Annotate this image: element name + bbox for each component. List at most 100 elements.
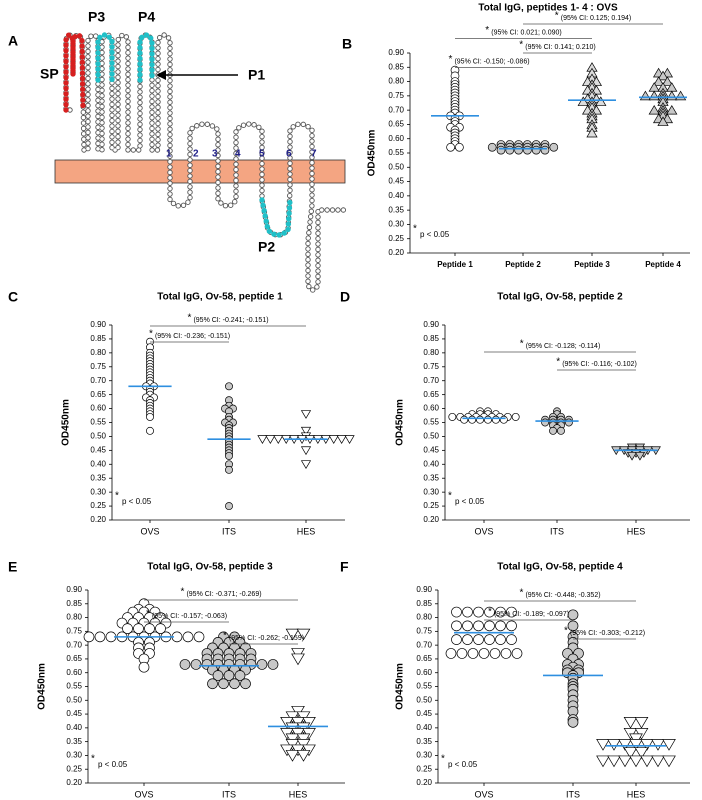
- data-point: [133, 623, 144, 634]
- segment-number: 6: [286, 149, 292, 160]
- data-point: [618, 755, 632, 768]
- segment-number: 1: [166, 149, 172, 160]
- y-tick-label: 0.35: [66, 737, 82, 746]
- chain: [63, 32, 348, 293]
- y-tick-label: 0.20: [416, 778, 432, 787]
- y-tick-label: 0.30: [423, 487, 439, 496]
- data-point: [495, 634, 506, 645]
- y-tick-label: 0.55: [90, 418, 106, 427]
- data-point: [267, 659, 279, 670]
- data-point: [661, 76, 674, 86]
- y-tick-label: 0.60: [423, 404, 439, 413]
- data-point: [626, 451, 638, 461]
- y-tick-label: 0.20: [90, 515, 106, 524]
- segment-number: 4: [235, 149, 241, 160]
- x-tick-label: HES: [627, 526, 646, 536]
- y-tick-label: 0.55: [66, 682, 82, 691]
- data-point: [265, 435, 276, 444]
- data-point: [491, 415, 500, 424]
- data-point: [505, 145, 515, 155]
- chart-title: Total IgG, Ov-58, peptide 2: [497, 292, 623, 303]
- data-point: [468, 415, 477, 424]
- y-tick-label: 0.25: [388, 234, 404, 243]
- significance-star: *: [519, 40, 523, 51]
- comparison-label: (95% CI: -0.448; -0.352): [525, 592, 600, 599]
- data-point: [484, 620, 495, 632]
- data-point: [540, 145, 550, 155]
- y-tick-label: 0.30: [90, 487, 106, 496]
- segment-number: 3: [212, 149, 218, 160]
- data-point: [639, 90, 652, 101]
- segment-number: 5: [259, 149, 265, 160]
- data-point: [455, 142, 464, 152]
- x-tick-label: OVS: [474, 526, 493, 536]
- data-point: [462, 606, 473, 618]
- comparison-label: (95% CI: 0.125; 0.194): [561, 15, 631, 22]
- y-tick-label: 0.40: [423, 459, 439, 468]
- data-point: [451, 606, 462, 618]
- data-point: [451, 634, 462, 645]
- y-tick-label: 0.90: [423, 320, 439, 329]
- data-point: [499, 415, 508, 424]
- data-point: [257, 435, 268, 444]
- x-tick-label: HES: [297, 526, 316, 536]
- y-tick-label: 0.20: [66, 778, 82, 787]
- y-tick-label: 0.70: [416, 640, 432, 649]
- x-tick-label: Peptide 4: [645, 260, 681, 269]
- protein-topology-diagram: A SP P3 P4 P1 P2 1 2 3 4 5 6 7: [8, 9, 348, 293]
- x-tick-label: ITS: [222, 526, 236, 536]
- data-point: [225, 382, 233, 391]
- y-tick-label: 0.60: [416, 668, 432, 677]
- y-tick-label: 0.45: [416, 709, 432, 718]
- signal-peptide: [63, 32, 86, 113]
- data-point: [446, 142, 455, 152]
- comparison-label: (95% CI: -0.262; -0.159): [229, 635, 304, 642]
- data-point: [596, 755, 610, 768]
- label: P2: [258, 239, 275, 255]
- data-point: [225, 502, 233, 511]
- data-point: [146, 412, 154, 421]
- chart-panel: E Total IgG, Ov-58, peptide 3 OD450nm 0.20 0…: [8, 559, 345, 799]
- segment-number: 2: [193, 149, 199, 160]
- x-tick-label: HES: [289, 789, 308, 799]
- data-point: [629, 739, 643, 751]
- data-point: [514, 145, 523, 155]
- y-tick-label: 0.85: [416, 599, 432, 608]
- data-point: [657, 70, 669, 81]
- data-point: [190, 659, 202, 670]
- data-point: [207, 678, 218, 690]
- chart-title: Total IgG, peptides 1- 4 : OVS: [478, 3, 618, 14]
- data-point: [473, 634, 484, 645]
- y-tick-label: 0.40: [388, 191, 404, 200]
- data-point: [460, 415, 469, 424]
- data-point: [300, 446, 312, 456]
- data-point: [445, 648, 457, 659]
- data-point: [674, 90, 687, 101]
- data-point: [648, 90, 660, 101]
- data-point: [218, 678, 229, 690]
- data-point: [586, 127, 598, 138]
- data-point: [487, 142, 497, 152]
- y-tick-label: 0.70: [66, 640, 82, 649]
- x-tick-label: ITS: [222, 789, 236, 799]
- data-point: [273, 435, 284, 444]
- significance-star: *: [519, 588, 523, 599]
- y-tick-label: 0.30: [388, 220, 404, 229]
- panel-letter: E: [8, 559, 17, 575]
- footnote: p < 0.05: [455, 497, 485, 506]
- significance-star: *: [115, 491, 119, 502]
- y-tick-label: 0.55: [416, 682, 432, 691]
- data-point: [567, 609, 579, 621]
- y-axis-label: OD450nm: [37, 663, 48, 710]
- data-point: [541, 418, 550, 427]
- data-point: [182, 631, 194, 643]
- y-tick-label: 0.70: [423, 376, 439, 385]
- label: SP: [40, 66, 59, 82]
- y-tick-label: 0.70: [90, 376, 106, 385]
- comparison-label: (95% CI: -0.303; -0.212): [570, 630, 645, 637]
- y-tick-label: 0.65: [66, 654, 82, 663]
- y-tick-label: 0.90: [66, 585, 82, 594]
- data-point: [484, 634, 495, 645]
- data-point: [634, 716, 649, 729]
